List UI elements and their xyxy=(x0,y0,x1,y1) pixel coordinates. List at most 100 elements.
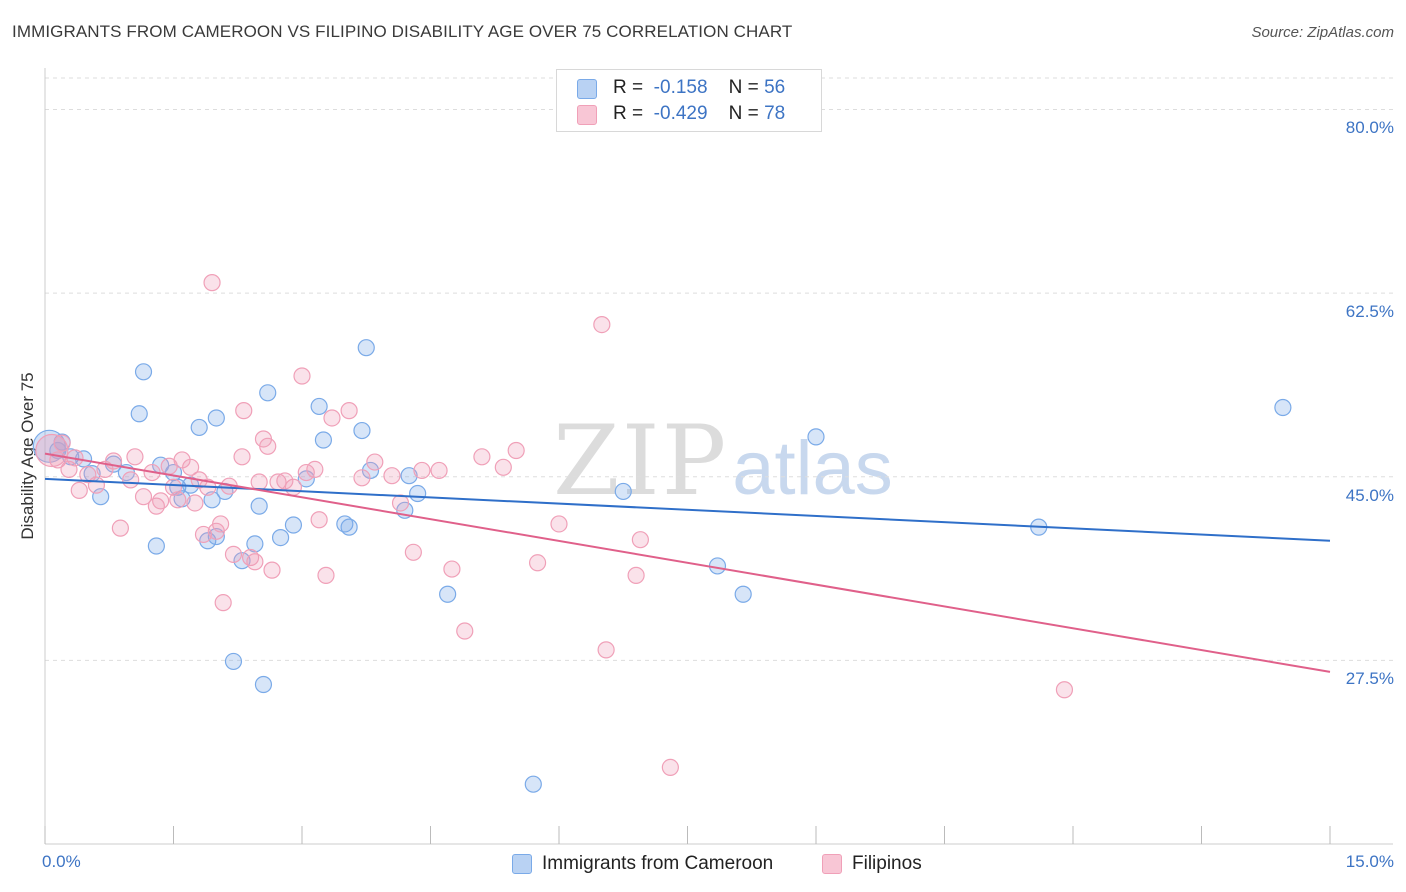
point-filipinos-21[interactable] xyxy=(182,458,200,476)
legend-label-cameroon: Immigrants from Cameroon xyxy=(542,853,774,874)
point-cameroon-43[interactable] xyxy=(524,775,542,793)
legend-label-filipinos: Filipinos xyxy=(852,853,922,874)
point-cameroon-11[interactable] xyxy=(147,537,165,555)
point-cameroon-10[interactable] xyxy=(134,363,153,381)
point-cameroon-35[interactable] xyxy=(340,518,358,536)
point-filipinos-29[interactable] xyxy=(214,594,232,612)
point-filipinos-22[interactable] xyxy=(186,494,204,512)
point-filipinos-54[interactable] xyxy=(404,543,422,561)
point-filipinos-57[interactable] xyxy=(443,560,461,578)
point-filipinos-59[interactable] xyxy=(473,448,491,466)
point-filipinos-69[interactable] xyxy=(1055,681,1074,699)
point-filipinos-38[interactable] xyxy=(259,437,277,455)
point-filipinos-0[interactable] xyxy=(35,433,69,468)
point-cameroon-28[interactable] xyxy=(259,384,277,402)
point-cameroon-36[interactable] xyxy=(353,421,371,440)
point-filipinos-19[interactable] xyxy=(169,491,187,509)
point-filipinos-58[interactable] xyxy=(456,622,474,640)
r-label: R = xyxy=(613,103,644,124)
n-value-filipinos: 78 xyxy=(764,103,786,124)
point-filipinos-5[interactable] xyxy=(70,481,88,499)
r-value-filipinos: -0.429 xyxy=(653,103,708,124)
point-filipinos-61[interactable] xyxy=(507,441,525,460)
point-filipinos-28[interactable] xyxy=(212,515,230,533)
point-cameroon-25[interactable] xyxy=(246,535,264,553)
point-filipinos-45[interactable] xyxy=(306,460,324,478)
point-cameroon-30[interactable] xyxy=(284,516,303,534)
point-cameroon-42[interactable] xyxy=(439,585,457,603)
point-filipinos-60[interactable] xyxy=(494,458,512,476)
point-filipinos-51[interactable] xyxy=(366,453,384,471)
point-filipinos-52[interactable] xyxy=(383,467,401,485)
point-filipinos-63[interactable] xyxy=(550,515,568,533)
point-filipinos-10[interactable] xyxy=(111,519,129,537)
point-filipinos-55[interactable] xyxy=(413,461,431,480)
point-filipinos-11[interactable] xyxy=(122,471,140,489)
point-filipinos-49[interactable] xyxy=(340,402,358,420)
point-filipinos-65[interactable] xyxy=(597,641,615,659)
point-cameroon-27[interactable] xyxy=(254,675,273,694)
point-filipinos-56[interactable] xyxy=(430,461,448,480)
point-filipinos-68[interactable] xyxy=(661,758,679,777)
legend-swatch-filipinos xyxy=(577,105,597,125)
point-cameroon-46[interactable] xyxy=(734,585,752,603)
point-filipinos-50[interactable] xyxy=(353,469,371,487)
legend-swatch-filipinos xyxy=(822,854,842,874)
point-filipinos-64[interactable] xyxy=(593,315,611,334)
trend-line-filipinos xyxy=(44,452,1331,673)
chart-title: IMMIGRANTS FROM CAMEROON VS FILIPINO DIS… xyxy=(12,22,793,41)
point-cameroon-37[interactable] xyxy=(357,339,375,357)
y-tick-label-3: 80.0% xyxy=(1345,118,1394,138)
point-filipinos-43[interactable] xyxy=(293,367,311,385)
point-cameroon-26[interactable] xyxy=(250,497,268,515)
point-filipinos-32[interactable] xyxy=(233,448,251,466)
point-cameroon-9[interactable] xyxy=(130,405,148,423)
point-filipinos-12[interactable] xyxy=(126,448,144,466)
r-label: R = xyxy=(613,77,644,98)
watermark-atlas: atlas xyxy=(732,426,893,511)
point-cameroon-33[interactable] xyxy=(314,431,333,449)
point-filipinos-36[interactable] xyxy=(250,473,268,491)
n-label: N = xyxy=(728,103,759,124)
point-cameroon-32[interactable] xyxy=(310,397,328,416)
point-cameroon-29[interactable] xyxy=(271,528,290,547)
point-filipinos-13[interactable] xyxy=(134,488,153,506)
watermark-zip: ZIP xyxy=(553,405,729,517)
point-filipinos-26[interactable] xyxy=(203,274,221,292)
point-filipinos-39[interactable] xyxy=(263,561,281,579)
point-filipinos-62[interactable] xyxy=(528,554,547,572)
trend-lines xyxy=(44,452,1331,673)
point-filipinos-2[interactable] xyxy=(53,434,71,452)
data-points xyxy=(32,274,1292,793)
point-filipinos-47[interactable] xyxy=(317,566,335,584)
stats-legend: R = -0.158 N = 56 R = -0.429 N = 78 xyxy=(556,69,822,132)
r-value-cameroon: -0.158 xyxy=(653,77,708,98)
point-filipinos-33[interactable] xyxy=(235,402,253,420)
point-cameroon-44[interactable] xyxy=(614,482,632,501)
point-cameroon-23[interactable] xyxy=(224,652,243,671)
point-cameroon-40[interactable] xyxy=(400,467,418,485)
point-filipinos-46[interactable] xyxy=(310,511,328,529)
legend-swatch-cameroon xyxy=(577,79,597,99)
point-filipinos-35[interactable] xyxy=(246,553,264,571)
point-filipinos-7[interactable] xyxy=(87,476,106,494)
point-filipinos-67[interactable] xyxy=(631,531,649,549)
point-filipinos-16[interactable] xyxy=(152,492,170,510)
point-filipinos-66[interactable] xyxy=(627,566,645,584)
n-label: N = xyxy=(728,77,759,98)
point-filipinos-24[interactable] xyxy=(194,525,213,544)
point-filipinos-41[interactable] xyxy=(276,472,294,490)
point-filipinos-42[interactable] xyxy=(284,478,303,496)
legend-swatch-cameroon xyxy=(512,854,532,874)
point-cameroon-41[interactable] xyxy=(409,484,427,503)
point-cameroon-17[interactable] xyxy=(190,418,208,437)
point-cameroon-21[interactable] xyxy=(207,409,225,427)
point-filipinos-31[interactable] xyxy=(224,545,243,563)
point-cameroon-47[interactable] xyxy=(807,428,825,446)
point-cameroon-49[interactable] xyxy=(1274,398,1292,417)
point-filipinos-48[interactable] xyxy=(323,409,341,427)
y-tick-label-2: 62.5% xyxy=(1345,302,1394,322)
point-cameroon-31[interactable] xyxy=(297,470,315,488)
axes xyxy=(44,68,1393,845)
point-filipinos-53[interactable] xyxy=(391,494,410,512)
